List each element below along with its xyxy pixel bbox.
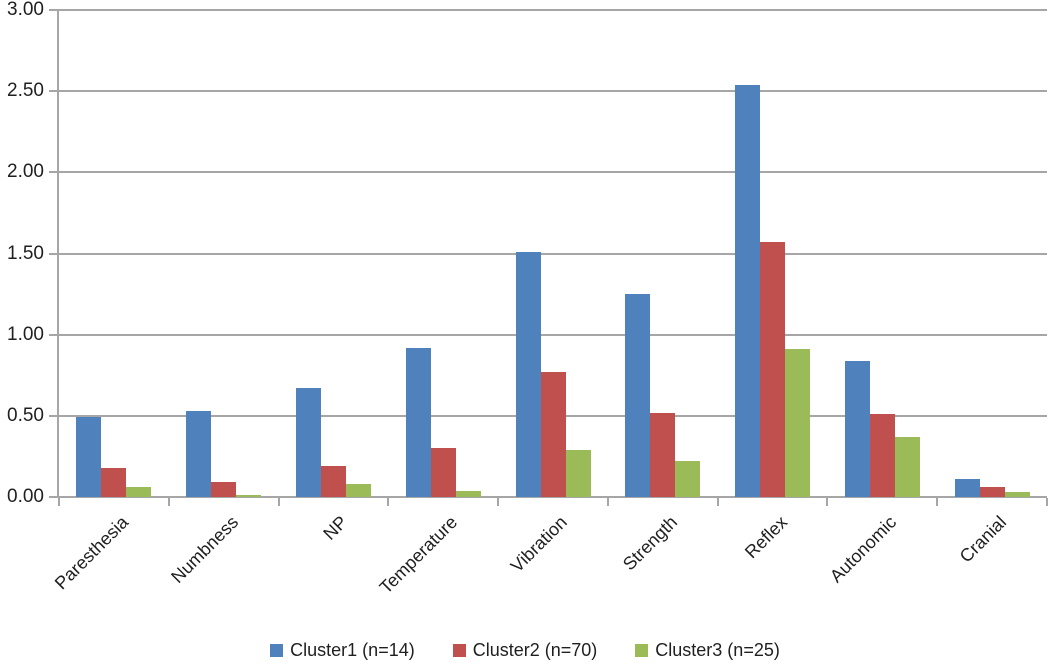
x-axis-tick [1046, 498, 1048, 506]
legend-label: Cluster1 (n=14) [290, 640, 415, 660]
x-axis-tick [58, 498, 60, 506]
y-axis-tick [49, 90, 59, 93]
legend-item: Cluster3 (n=25) [635, 639, 780, 661]
x-axis-tick [277, 498, 280, 506]
bar [345, 484, 371, 497]
bar [76, 417, 102, 497]
legend-swatch-icon [452, 643, 466, 657]
bar [785, 349, 811, 497]
x-axis-category-label: Paresthesia [50, 512, 133, 594]
legend-item: Cluster1 (n=14) [270, 639, 415, 661]
bar [430, 448, 456, 497]
y-axis-tick [49, 9, 59, 11]
bar [540, 372, 566, 497]
x-axis-tick [716, 498, 719, 506]
x-axis-tick [606, 498, 609, 506]
legend-swatch-icon [635, 643, 649, 657]
bar [1004, 492, 1030, 497]
bar [844, 360, 870, 497]
legend-label: Cluster3 (n=25) [655, 640, 780, 660]
bar [405, 347, 431, 497]
bar [979, 487, 1005, 497]
y-axis-tick [49, 171, 59, 174]
legend-swatch-icon [270, 643, 284, 657]
gridline [59, 171, 1047, 174]
x-axis-category-label: Strength [618, 512, 681, 575]
bar [236, 495, 262, 497]
x-axis-category-label: Reflex [740, 512, 791, 563]
y-axis-tick [49, 333, 59, 336]
bar [320, 466, 346, 497]
x-axis-category-label: Cranial [955, 512, 1011, 567]
y-axis-tick-label: 1.50 [7, 242, 44, 264]
bar [126, 487, 152, 497]
x-axis-category-label: Autonomic [826, 512, 901, 587]
x-axis-tick [826, 498, 829, 506]
legend: Cluster1 (n=14) Cluster2 (n=70) Cluster3 (… [0, 636, 1050, 664]
gridline [59, 90, 1047, 93]
x-axis-tick [936, 498, 939, 506]
x-axis-tick [497, 498, 500, 506]
x-axis-tick [387, 498, 390, 506]
bar [760, 242, 786, 497]
y-axis-tick-label: 0.50 [7, 404, 44, 426]
gridline [59, 333, 1047, 336]
bar [211, 482, 237, 497]
y-axis-tick-label: 1.00 [7, 323, 44, 345]
bar [515, 251, 541, 497]
bar [565, 449, 591, 497]
bar [650, 412, 676, 497]
x-axis-category-label: Temperature [375, 512, 462, 598]
gridline [59, 9, 1047, 11]
bar [675, 461, 701, 497]
bar [735, 84, 761, 497]
y-axis-tick [49, 496, 59, 498]
x-axis-category-label: Vibration [506, 512, 572, 577]
bar [186, 410, 212, 497]
x-axis-category-label: Numbness [166, 512, 242, 587]
y-axis-tick-label: 3.00 [7, 0, 44, 20]
bar [101, 467, 127, 497]
legend-item: Cluster2 (n=70) [452, 639, 598, 661]
plot-area [49, 9, 1048, 506]
bar [625, 294, 651, 497]
bar [954, 479, 980, 497]
x-axis-tick [167, 498, 170, 506]
y-axis-tick-label: 2.50 [7, 80, 44, 102]
gridline [59, 496, 1047, 498]
y-axis-tick-label: 0.00 [7, 486, 44, 507]
bar [455, 490, 481, 497]
bar [894, 436, 920, 497]
y-axis-tick [49, 414, 59, 417]
bar [295, 388, 321, 497]
y-axis-tick [49, 252, 59, 255]
bar [869, 414, 895, 497]
y-axis-tick-label: 2.00 [7, 161, 44, 183]
gridline [59, 252, 1047, 255]
x-axis-category-label: NP [319, 512, 352, 544]
legend-label: Cluster2 (n=70) [472, 640, 598, 660]
